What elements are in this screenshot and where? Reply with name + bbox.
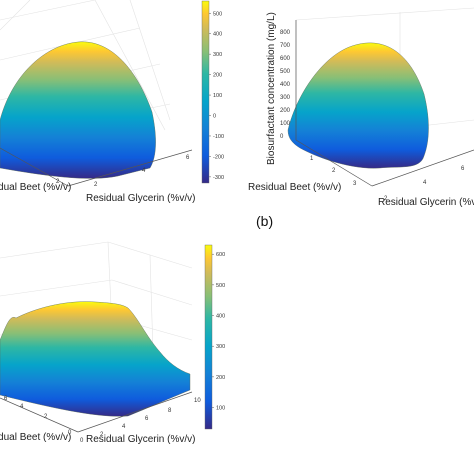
panel-b-ztick: 800 (280, 30, 291, 36)
panel-c-xtick: 6 (145, 416, 149, 422)
panel-b-ztick: 200 (280, 108, 291, 114)
panel-a-colorbar-tick: -200 (213, 154, 224, 160)
panel-b-x-axis-label: Residual Glycerin (%v/v) (378, 197, 474, 208)
panel-a-surface (0, 41, 156, 179)
panel-b-xtick: 6 (461, 166, 465, 172)
panel-b-ztick: 100 (280, 121, 291, 127)
panel-a-ytick: 2 (56, 179, 60, 185)
panel-b-ztick: 300 (280, 95, 291, 101)
panel-c-xtick: 4 (122, 424, 126, 430)
panel-c-x-axis-label: Residual Glycerin (%v/v) (86, 434, 195, 445)
panel-a-colorbar-tick: -300 (213, 175, 224, 181)
panel-c-xtick: 2 (100, 432, 104, 438)
panel-a-colorbar-bar (201, 0, 210, 184)
panel-a-y-ticks: 2 (56, 179, 60, 185)
panel-c-colorbar-tick: 100 (216, 406, 225, 412)
panel-a-axis-lines (0, 147, 193, 187)
panel-c-colorbar: 600 500 400 300 200 100 (204, 244, 225, 430)
panel-a-x-ticks: 2 4 6 (94, 155, 190, 188)
panel-c-xtick: 0 (80, 438, 84, 444)
panel-c-colorbar-tick: 400 (216, 314, 225, 320)
panel-b-ztick: 0 (280, 134, 284, 140)
panel-b-axis-lines (295, 20, 474, 187)
panel-a-colorbar-tick: 0 (213, 114, 216, 120)
panel-a-xtick: 6 (186, 155, 190, 161)
panel-b-xtick: 2 (384, 196, 388, 202)
panel-a-colorbar-tick: 200 (213, 73, 222, 79)
panel-b-y-ticks: 1 2 3 (310, 156, 357, 187)
panel-c-surface (0, 301, 191, 417)
panel-a-colorbar-tick: 400 (213, 32, 222, 38)
panel-a-y-axis-label: Residual Beet (%v/v) (0, 182, 71, 193)
panel-a-colorbar: 500 400 300 200 100 0 -100 -200 -300 (201, 0, 224, 184)
panel-c-colorbar-bar (204, 244, 213, 430)
panel-b-ytick: 1 (310, 156, 314, 162)
panel-b-z-axis-label: Biosurfactant concentration (mg/L) (266, 12, 277, 165)
panel-a-x-axis-label: Residual Glycerin (%v/v) (86, 193, 195, 204)
panel-a-colorbar-tick: 500 (213, 11, 222, 17)
panel-a-colorbar-tick: -100 (213, 134, 224, 140)
panel-b: Biosurfactant concentration (mg/L) 0 100 2… (248, 7, 474, 229)
panel-b-xtick: 4 (423, 180, 427, 186)
panel-c-colorbar-tick: 200 (216, 375, 225, 381)
panel-c-colorbar-tick: 500 (216, 283, 225, 289)
panel-c-colorbar-tick: 300 (216, 344, 225, 350)
panel-c-y-axis-label: Residual Beet (%v/v) (0, 432, 71, 443)
panel-c-y-ticks: 6 4 2 0 (4, 396, 72, 436)
panel-b-ytick: 3 (353, 181, 357, 187)
panel-b-ztick: 500 (280, 69, 291, 75)
panel-a-colorbar-tick: 300 (213, 52, 222, 58)
panel-b-ztick: 400 (280, 82, 291, 88)
panel-a-xtick: 2 (94, 182, 98, 188)
panel-c-x-ticks: 0 2 4 6 8 10 (80, 398, 201, 444)
panel-b-x-ticks: 2 4 6 (384, 166, 465, 202)
panel-c-colorbar-tick: 600 (216, 252, 225, 258)
panel-c-ytick: 0 (68, 430, 72, 436)
panel-a: 2 4 6 2 Residual Beet (%v/v) Residual Gl… (0, 0, 224, 204)
panel-c-xtick: 8 (168, 408, 172, 414)
panel-b-ytick: 2 (332, 168, 336, 174)
panel-c-ytick: 6 (4, 396, 8, 402)
panel-b-surface (287, 42, 429, 169)
panel-a-xtick: 4 (142, 168, 146, 174)
panel-b-ztick: 600 (280, 56, 291, 62)
panel-c-ytick: 2 (44, 414, 48, 420)
panel-b-y-axis-label: Residual Beet (%v/v) (248, 182, 341, 193)
panel-a-colorbar-tick: 100 (213, 93, 222, 99)
panel-c-xtick: 10 (194, 398, 201, 404)
panel-b-label: (b) (256, 213, 273, 229)
panel-b-ztick: 700 (280, 43, 291, 49)
panel-c-axis-lines (0, 391, 193, 433)
panel-c: 6 4 2 0 0 2 4 6 8 10 Residual Beet (%v/v… (0, 241, 225, 445)
panel-c-ytick: 4 (20, 404, 24, 410)
